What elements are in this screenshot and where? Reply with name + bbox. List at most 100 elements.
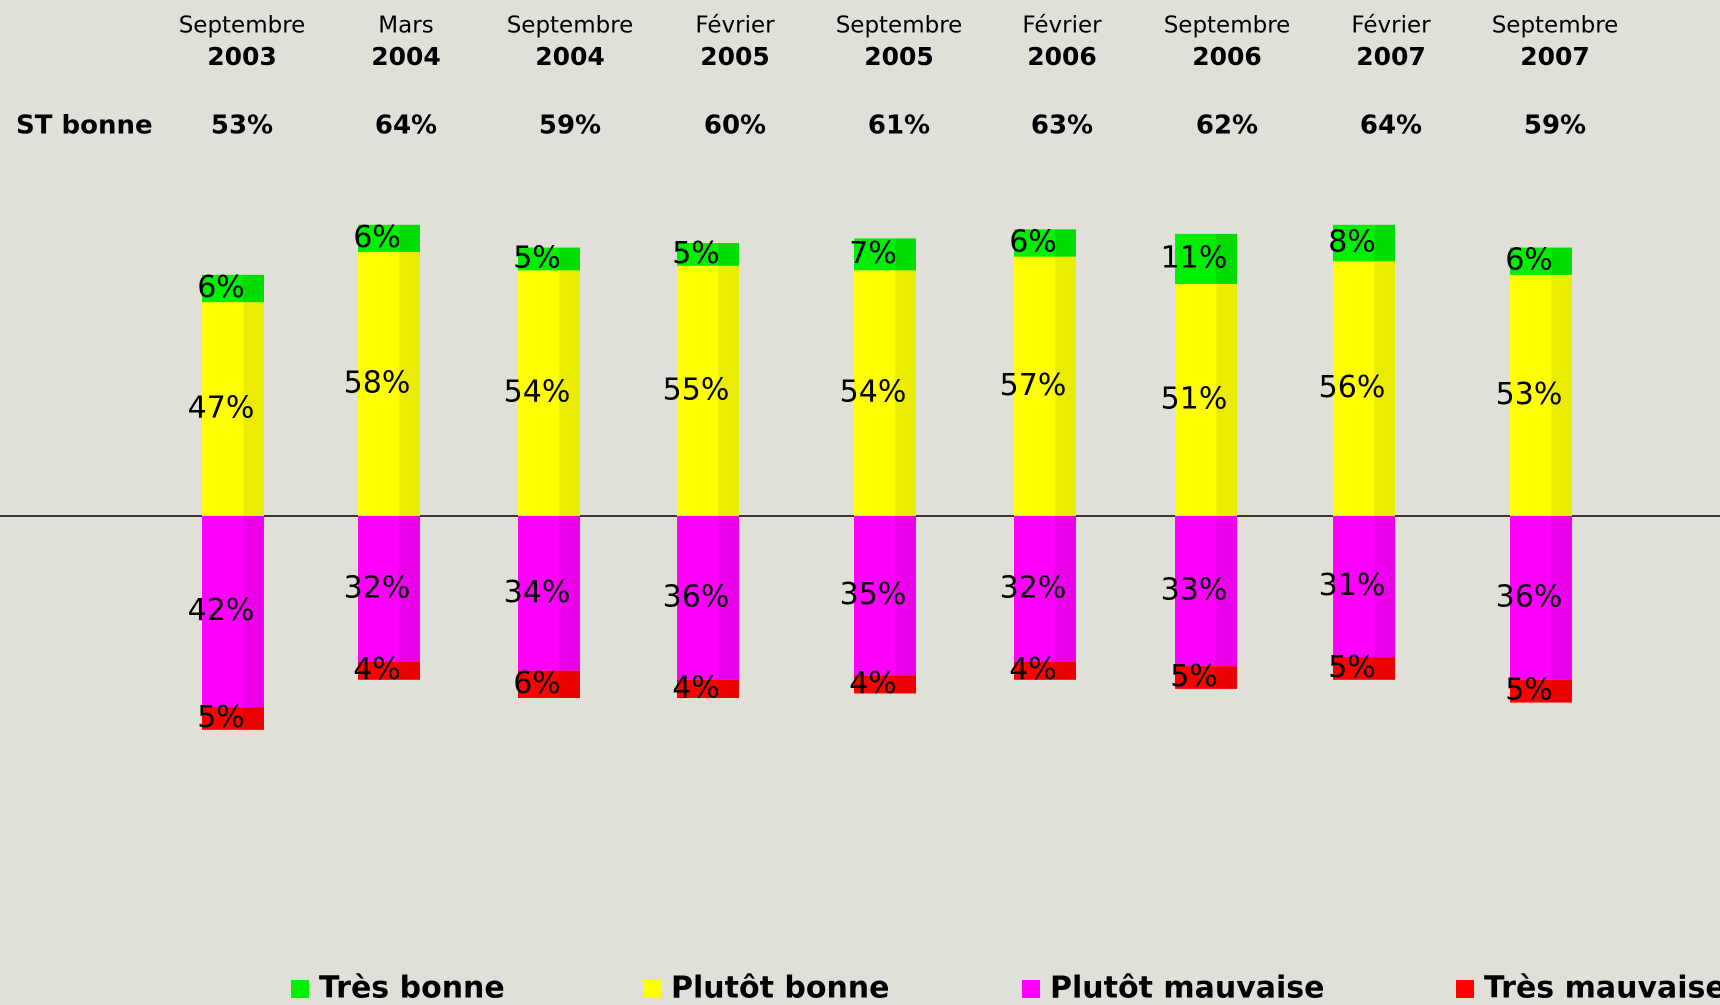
bar-segment: [1175, 283, 1237, 516]
category-month: Septembre: [507, 13, 634, 39]
bar-shade: [399, 252, 420, 516]
bar-shade: [1216, 666, 1237, 689]
data-label: 5%: [1328, 650, 1376, 685]
bar-shade: [1551, 274, 1572, 516]
summary-value: 63%: [1031, 111, 1093, 141]
bar-shade: [1216, 516, 1237, 667]
bar-shade: [1055, 661, 1076, 680]
bar-segment: [677, 243, 739, 266]
bar-shade: [559, 247, 580, 271]
category-year: 2004: [371, 42, 441, 71]
bar-shade: [399, 661, 420, 680]
bar-segment: [1510, 274, 1572, 516]
data-label: 32%: [1000, 570, 1067, 605]
bar-shade: [895, 270, 916, 516]
bar-segment: [1014, 229, 1076, 257]
bar-segment: [1333, 261, 1395, 516]
data-label: 5%: [1505, 673, 1553, 708]
summary-value: 64%: [375, 111, 437, 141]
summary-value: 64%: [1360, 111, 1422, 141]
bar-shade: [1374, 657, 1395, 680]
bar-shade: [718, 516, 739, 680]
category-month: Mars: [378, 13, 433, 39]
legend-label: Très mauvaise: [1484, 971, 1720, 1005]
bar-segment: [1333, 224, 1395, 262]
bar-shade: [399, 224, 420, 253]
legend-label: Plutôt mauvaise: [1050, 971, 1325, 1005]
category-year: 2006: [1192, 42, 1262, 71]
bar-shade: [243, 274, 264, 303]
bar-segment: [854, 238, 916, 271]
bar-segment: [518, 516, 580, 671]
data-label: 55%: [663, 372, 730, 407]
bar-segment: [1510, 679, 1572, 703]
data-label: 5%: [672, 236, 720, 271]
bar-segment: [1014, 661, 1076, 680]
bar-segment: [358, 252, 420, 516]
data-label: 34%: [504, 575, 571, 610]
bar-segment: [358, 516, 420, 662]
category-month: Septembre: [836, 13, 963, 39]
bar-shade: [243, 707, 264, 730]
bar-shade: [1055, 516, 1076, 662]
data-label: 4%: [1009, 652, 1057, 687]
bar-shade: [718, 243, 739, 266]
summary-value: 53%: [211, 111, 273, 141]
bar-segment: [1333, 657, 1395, 680]
legend-swatch: [643, 980, 661, 998]
bar-shade: [1374, 261, 1395, 516]
data-label: 51%: [1161, 381, 1228, 416]
bar-segment: [677, 516, 739, 680]
legend-swatch: [1456, 980, 1474, 998]
bar-shade: [243, 516, 264, 708]
data-label: 47%: [188, 391, 255, 426]
data-label: 11%: [1161, 240, 1228, 275]
bar-shade: [559, 670, 580, 698]
category-year: 2003: [207, 42, 277, 71]
bar-segment: [854, 675, 916, 694]
category-year: 2007: [1520, 42, 1590, 71]
summary-value: 59%: [1524, 111, 1586, 141]
category-year: 2007: [1356, 42, 1426, 71]
category-year: 2006: [1027, 42, 1097, 71]
bar-shade: [1551, 516, 1572, 680]
data-label: 6%: [197, 270, 245, 305]
bar-shade: [243, 302, 264, 516]
legend-label: Très bonne: [319, 971, 505, 1005]
data-label: 6%: [1505, 243, 1553, 278]
category-month: Février: [695, 13, 775, 39]
category-year: 2004: [535, 42, 605, 71]
data-label: 36%: [663, 579, 730, 614]
bar-segment: [1014, 256, 1076, 516]
data-label: 36%: [1496, 579, 1563, 614]
summary-value: 60%: [704, 111, 766, 141]
bar-shade: [399, 516, 420, 662]
data-label: 53%: [1496, 377, 1563, 412]
bar-segment: [1014, 516, 1076, 662]
legend-swatch: [1022, 980, 1040, 998]
category-year: 2005: [700, 42, 770, 71]
category-month: Septembre: [1164, 13, 1291, 39]
summary-value: 61%: [868, 111, 930, 141]
bar-segment: [1175, 666, 1237, 689]
bar-shade: [718, 679, 739, 698]
bar-segment: [1333, 516, 1395, 658]
bar-shade: [1216, 283, 1237, 516]
bar-shade: [1374, 516, 1395, 658]
bar-shade: [895, 516, 916, 676]
data-label: 5%: [513, 240, 561, 275]
data-label: 7%: [849, 236, 897, 271]
bar-segment: [677, 679, 739, 698]
data-label: 8%: [1328, 225, 1376, 260]
summary-label: ST bonne: [16, 111, 153, 141]
bar-segment: [518, 670, 580, 698]
bar-shade: [1374, 224, 1395, 262]
bar-shade: [1216, 233, 1237, 284]
data-label: 6%: [1009, 225, 1057, 260]
summary-value: 62%: [1196, 111, 1258, 141]
data-label: 56%: [1319, 370, 1386, 405]
data-label: 35%: [840, 577, 907, 612]
bar-segment: [358, 661, 420, 680]
